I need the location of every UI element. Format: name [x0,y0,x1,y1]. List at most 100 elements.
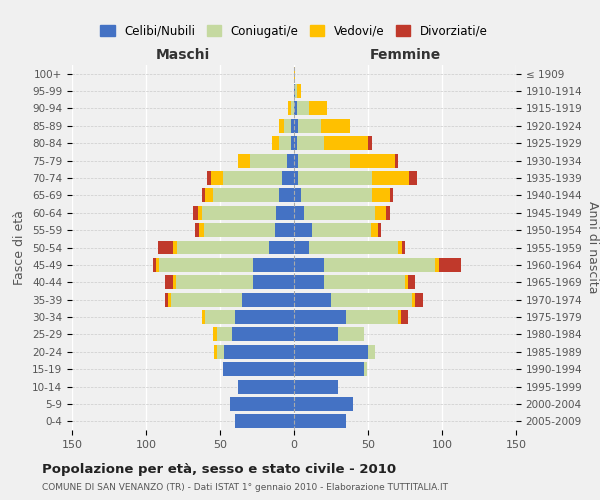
Bar [294,414,346,428]
Bar [294,171,298,185]
Bar [173,240,177,254]
Bar [294,380,338,394]
Bar [294,240,309,254]
Bar [202,310,205,324]
Bar [235,310,294,324]
Bar [171,292,242,306]
Bar [294,310,346,324]
Bar [373,188,390,202]
Bar [298,154,350,168]
Text: Femmine: Femmine [370,48,440,62]
Bar [294,345,368,358]
Bar [242,292,294,306]
Bar [217,345,224,358]
Bar [253,276,294,289]
Bar [287,154,294,168]
Bar [288,102,291,116]
Y-axis label: Fasce di età: Fasce di età [13,210,26,285]
Bar [309,102,326,116]
Bar [165,276,173,289]
Bar [331,292,412,306]
Bar [212,188,279,202]
Bar [294,66,295,80]
Bar [235,414,294,428]
Bar [295,84,297,98]
Bar [297,136,323,150]
Bar [217,328,232,342]
Y-axis label: Anni di nascita: Anni di nascita [586,201,599,294]
Bar [412,292,415,306]
Bar [294,119,298,133]
Bar [158,240,173,254]
Bar [294,397,353,411]
Bar [232,328,294,342]
Bar [294,102,297,116]
Bar [238,380,294,394]
Bar [238,154,250,168]
Bar [291,136,294,150]
Bar [297,84,301,98]
Bar [230,397,294,411]
Bar [294,223,312,237]
Bar [301,188,373,202]
Bar [284,119,291,133]
Bar [279,188,294,202]
Bar [294,258,323,272]
Bar [294,136,297,150]
Bar [304,206,376,220]
Bar [398,240,402,254]
Bar [202,206,276,220]
Bar [338,328,364,342]
Bar [368,136,373,150]
Bar [298,119,320,133]
Bar [434,258,439,272]
Bar [157,258,160,272]
Bar [364,362,367,376]
Bar [154,258,157,272]
Bar [439,258,461,272]
Bar [294,292,331,306]
Bar [312,223,371,237]
Bar [272,136,279,150]
Bar [160,258,253,272]
Bar [223,171,282,185]
Bar [368,345,376,358]
Bar [177,240,269,254]
Bar [346,310,398,324]
Bar [371,223,379,237]
Bar [195,223,199,237]
Bar [205,310,235,324]
Bar [390,188,393,202]
Bar [395,154,398,168]
Bar [223,362,294,376]
Bar [408,276,415,289]
Text: Maschi: Maschi [156,48,210,62]
Bar [165,292,168,306]
Bar [176,276,253,289]
Bar [405,276,408,289]
Bar [294,328,338,342]
Bar [320,119,350,133]
Bar [214,345,217,358]
Bar [276,206,294,220]
Bar [386,206,390,220]
Bar [250,154,287,168]
Bar [202,188,205,202]
Bar [212,328,217,342]
Bar [401,310,408,324]
Bar [291,102,294,116]
Bar [282,171,294,185]
Bar [279,119,284,133]
Bar [323,136,368,150]
Bar [205,188,212,202]
Bar [224,345,294,358]
Bar [291,119,294,133]
Bar [199,223,204,237]
Bar [309,240,398,254]
Bar [298,171,373,185]
Bar [409,171,417,185]
Bar [211,171,223,185]
Bar [294,154,298,168]
Bar [173,276,176,289]
Bar [297,102,309,116]
